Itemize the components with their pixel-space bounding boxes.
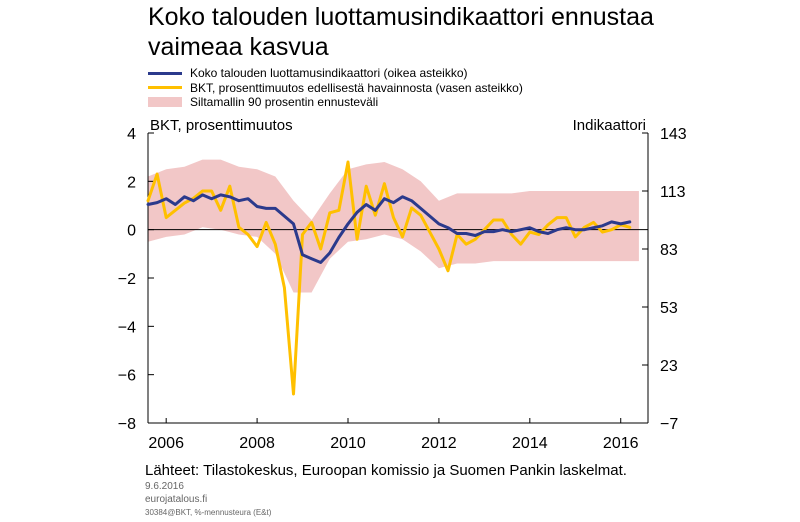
y-right-tick-label: 53 [660, 300, 678, 317]
series-line-indicator [146, 193, 632, 264]
legend-label-indicator: Koko talouden luottamusindikaattori (oik… [190, 66, 468, 81]
site-name: eurojatalous.fi [145, 494, 208, 505]
y-left-tick-label: 0 [127, 223, 136, 240]
y-right-tick-label: 143 [660, 126, 687, 143]
y-left-tick-label: 2 [127, 174, 136, 191]
y-axis-right-label: Indikaattori [573, 117, 646, 134]
legend-item-gdp: BKT, prosenttimuutos edellisestä havainn… [148, 81, 523, 96]
x-tick-label: 2010 [330, 435, 366, 452]
y-right-tick-label: 113 [660, 184, 686, 201]
y-left-tick-label: −2 [118, 271, 136, 288]
y-right-tick-label: 23 [660, 358, 678, 375]
legend-swatch-indicator [148, 71, 182, 75]
y-left-tick-label: −6 [118, 368, 136, 385]
y-axis-left-label: BKT, prosenttimuutos [150, 117, 293, 134]
y-left-tick-label: −4 [118, 319, 136, 336]
legend-label-gdp: BKT, prosenttimuutos edellisestä havainn… [190, 80, 523, 95]
legend-label-band: Siltamallin 90 prosentin ennusteväli [190, 95, 379, 110]
x-tick-label: 2006 [148, 435, 184, 452]
series-layer [146, 160, 632, 396]
legend-swatch-gdp [148, 86, 182, 90]
y-left-tick-label: 4 [127, 126, 136, 143]
y-right-tick-label: 83 [660, 242, 678, 259]
forecast-band-layer [148, 159, 639, 293]
x-tick-label: 2014 [512, 435, 548, 452]
y-right-tick-label: −7 [660, 416, 678, 433]
chart-code: 30384@BKT, %-mennusteura (E&t) [145, 508, 272, 517]
y-left-tick-label: −8 [118, 416, 136, 433]
x-tick-label: 2016 [603, 435, 639, 452]
legend-swatch-band [148, 97, 182, 108]
x-tick-label: 2012 [421, 435, 457, 452]
source-note: Lähteet: Tilastokeskus, Euroopan komissi… [145, 462, 627, 479]
legend-item-band: Siltamallin 90 prosentin ennusteväli [148, 95, 523, 110]
legend: Koko talouden luottamusindikaattori (oik… [148, 66, 523, 110]
forecast-band [148, 159, 639, 293]
legend-item-indicator: Koko talouden luottamusindikaattori (oik… [148, 66, 523, 81]
x-tick-label: 2008 [239, 435, 275, 452]
chart-title: Koko talouden luottamusindikaattori ennu… [148, 2, 654, 62]
chart-title-line-1: Koko talouden luottamusindikaattori ennu… [148, 3, 654, 31]
chart-title-line-2: vaimeaa kasvua [148, 33, 329, 61]
publish-date: 9.6.2016 [145, 481, 184, 492]
